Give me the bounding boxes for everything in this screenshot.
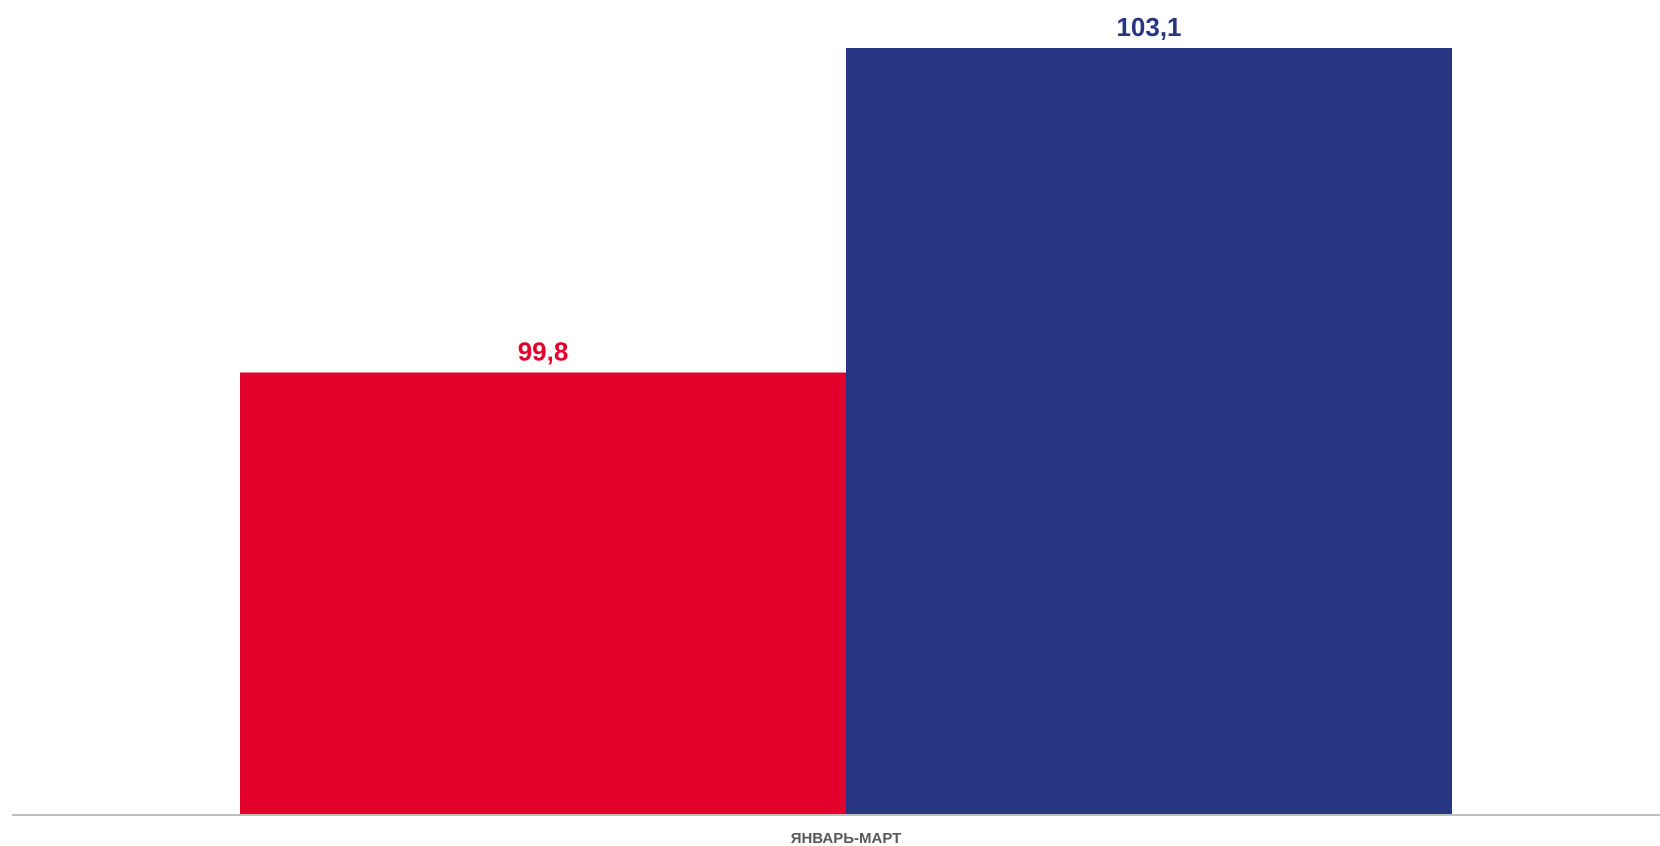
category-label: ЯНВАРЬ-МАРТ — [791, 830, 902, 846]
bars-layer — [240, 48, 1452, 815]
data-labels-layer: 99,8 103,1 — [518, 12, 1182, 367]
bar-series-0 — [240, 372, 846, 815]
data-label-series-1: 103,1 — [1116, 12, 1181, 42]
data-label-series-0: 99,8 — [518, 337, 569, 367]
bar-series-1 — [846, 48, 1452, 815]
